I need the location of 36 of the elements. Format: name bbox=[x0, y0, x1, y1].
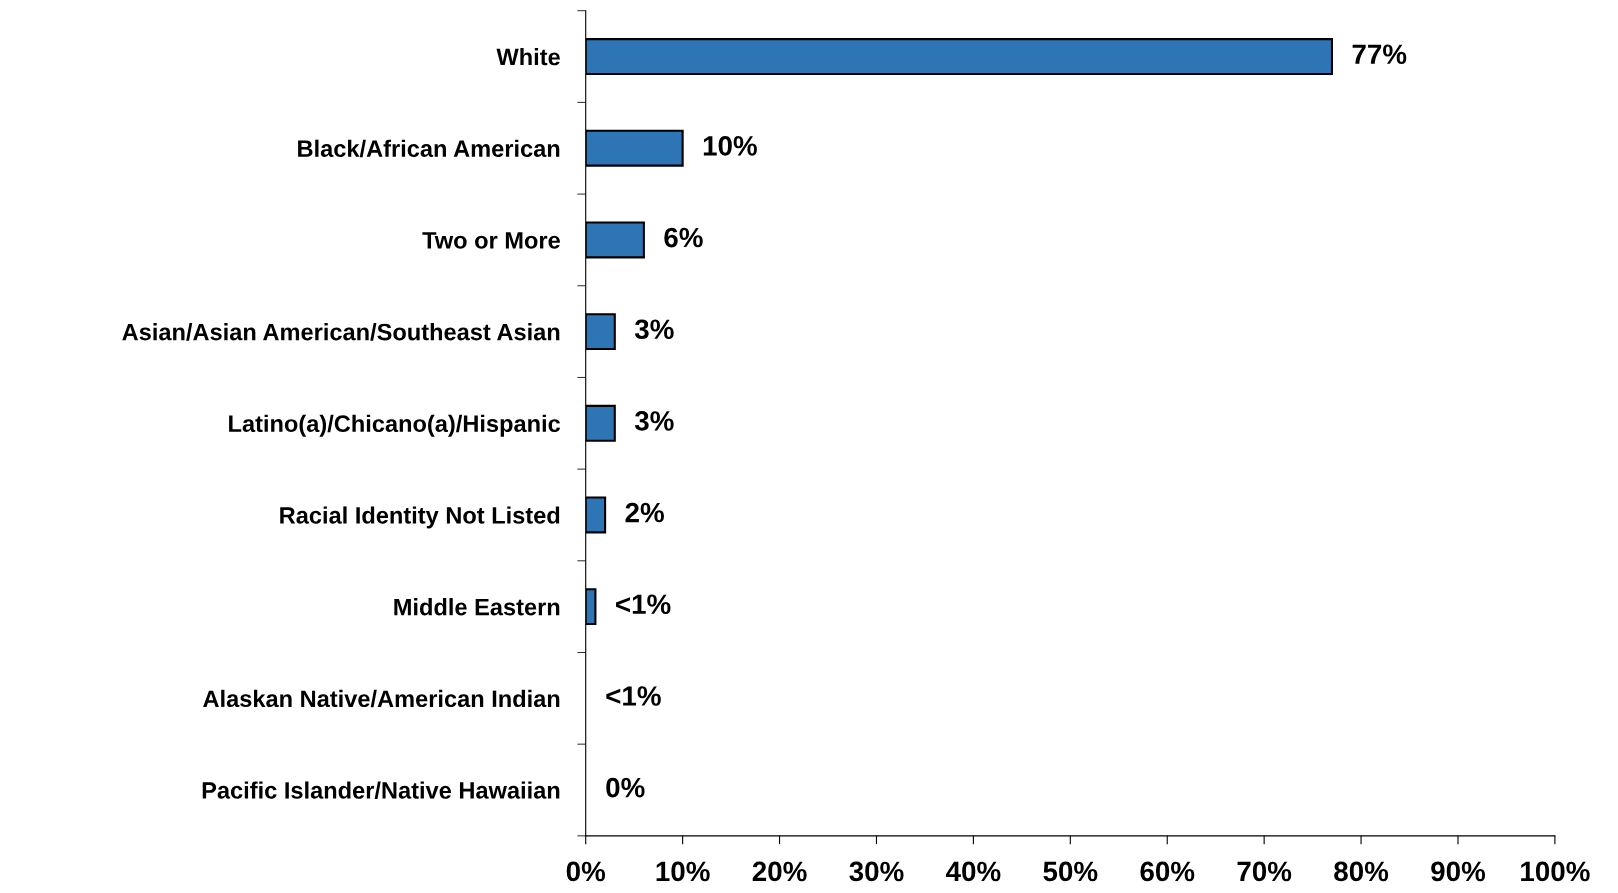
x-tick-label: 70% bbox=[1237, 861, 1292, 882]
bar bbox=[585, 221, 645, 259]
bar bbox=[585, 129, 684, 167]
bar bbox=[585, 496, 607, 534]
y-tick-label: Two or More bbox=[422, 232, 560, 249]
bar bbox=[585, 38, 1334, 76]
y-tick-label: Asian/Asian American/Southeast Asian bbox=[122, 323, 560, 341]
y-tick-label: Latino(a)/Chicano(a)/Hispanic bbox=[229, 414, 561, 437]
bar bbox=[585, 404, 616, 442]
data-label: 2% bbox=[625, 502, 664, 523]
y-tick-label: Pacific Islander/Native Hawaiian bbox=[202, 781, 560, 800]
x-tick-label: 90% bbox=[1431, 861, 1486, 882]
x-tick-label: 100% bbox=[1521, 861, 1590, 882]
y-tick-label: Racial Identity Not Listed bbox=[280, 506, 560, 529]
y-tick-label: Middle Eastern bbox=[394, 598, 560, 616]
x-tick-label: 50% bbox=[1043, 861, 1098, 882]
data-label: <1% bbox=[616, 594, 671, 615]
y-tick-label: Black/African American bbox=[298, 139, 560, 158]
x-tick-label: 80% bbox=[1334, 861, 1389, 882]
x-tick-label: 60% bbox=[1140, 861, 1195, 882]
x-tick-label: 30% bbox=[849, 861, 904, 882]
data-label: 3% bbox=[634, 411, 674, 431]
data-label: 10% bbox=[703, 136, 757, 156]
data-label: 3% bbox=[634, 319, 674, 340]
y-tick-label: Alaskan Native/American Indian bbox=[203, 689, 560, 708]
bar bbox=[585, 588, 597, 626]
x-tick-label: 20% bbox=[752, 861, 807, 882]
x-tick-label: 40% bbox=[946, 861, 1001, 882]
x-tick-label: 0% bbox=[566, 861, 606, 882]
y-tick-label: White bbox=[496, 48, 560, 66]
bar bbox=[585, 313, 616, 351]
data-label: <1% bbox=[606, 686, 661, 706]
data-label: 0% bbox=[606, 777, 645, 798]
x-tick-label: 10% bbox=[656, 861, 710, 882]
data-label: 6% bbox=[664, 227, 703, 248]
data-label: 77% bbox=[1352, 44, 1407, 64]
